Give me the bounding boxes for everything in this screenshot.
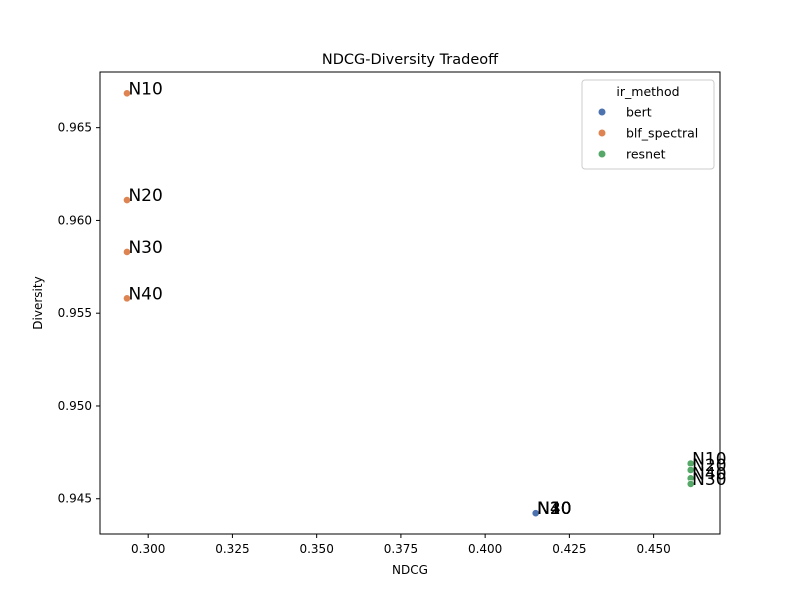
data-label: N20 [537, 499, 571, 519]
data-point-blf_spectral [123, 294, 131, 303]
x-tick-label: 0.425 [552, 542, 586, 556]
data-label: N20 [128, 186, 162, 206]
data-point-blf_spectral [123, 89, 131, 98]
data-point-bert [531, 509, 540, 518]
data-points [123, 89, 695, 518]
legend-label: blf_spectral [626, 126, 698, 141]
data-label: N40 [128, 284, 162, 304]
y-tick-label: 0.950 [58, 399, 92, 413]
y-axis-title: Diversity [31, 276, 45, 329]
data-label: N30 [537, 499, 571, 519]
data-point-blf_spectral [123, 196, 131, 204]
y-tick-label: 0.960 [58, 213, 92, 227]
data-label: N30 [692, 470, 726, 490]
x-tick-label: 0.350 [299, 542, 333, 556]
x-tick-label: 0.375 [384, 542, 418, 556]
legend-box [581, 79, 715, 170]
data-point-blf_spectral [123, 248, 131, 256]
data-label: N10 [692, 449, 726, 469]
data-point-resnet [686, 480, 695, 488]
y-tick-label: 0.945 [58, 492, 92, 506]
data-label: N40 [537, 499, 571, 519]
data-label: N40 [692, 464, 726, 484]
y-tick-label: 0.955 [58, 306, 92, 320]
legend-marker-bert [598, 108, 606, 116]
plot-area [99, 71, 721, 535]
chart-title: NDCG-Diversity Tradeoff [322, 52, 499, 68]
legend-marker-resnet [598, 150, 606, 158]
x-tick-label: 0.450 [636, 542, 670, 556]
x-tick-label: 0.400 [468, 542, 502, 556]
data-label: N10 [537, 499, 571, 519]
legend-label: bert [626, 105, 652, 120]
y-axis-ticks: 0.945 0.950 0.955 0.960 0.965 [58, 121, 100, 506]
x-axis-ticks: 0.300 0.325 0.350 0.375 0.400 0.425 0.450 [131, 534, 671, 556]
data-label: N10 [128, 79, 162, 99]
legend-marker-blf_spectral [598, 129, 606, 137]
data-label: N20 [692, 456, 726, 476]
x-tick-label: 0.325 [215, 542, 249, 556]
x-axis-title: NDCG [392, 563, 428, 577]
legend-label: resnet [626, 147, 666, 162]
data-point-resnet [686, 466, 695, 474]
legend-title: ir_method [616, 84, 679, 99]
data-label: N30 [128, 238, 162, 258]
y-tick-label: 0.965 [58, 121, 92, 135]
x-tick-label: 0.300 [131, 542, 165, 556]
